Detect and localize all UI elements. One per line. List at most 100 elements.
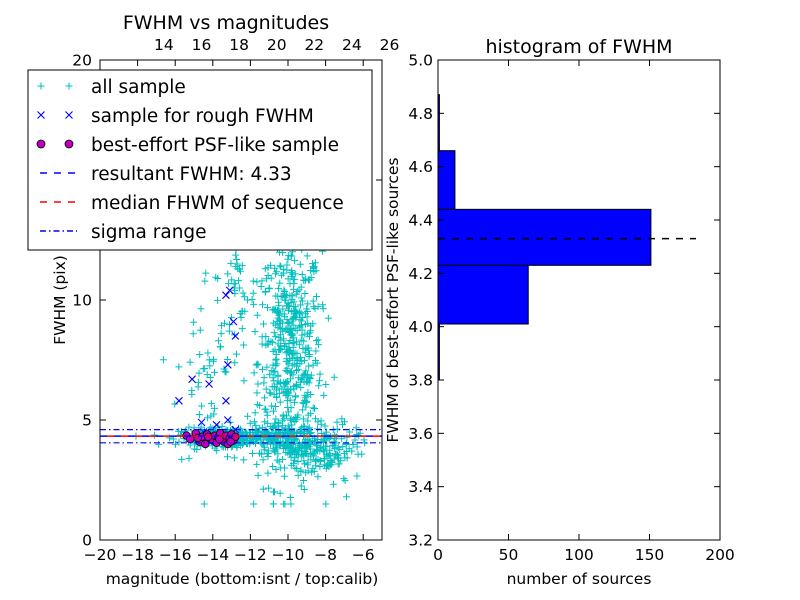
all-sample-point: [237, 314, 245, 322]
legend-plus-marker: [37, 82, 45, 90]
all-sample-point: [319, 305, 327, 313]
all-sample-point: [304, 459, 312, 467]
all-sample-point: [353, 472, 361, 480]
all-sample-point: [267, 389, 275, 397]
all-sample-point: [227, 259, 235, 267]
rough-sample-point: [223, 360, 232, 369]
all-sample-point: [264, 469, 272, 477]
all-sample-point: [352, 424, 360, 432]
all-sample-point: [325, 451, 333, 459]
rough-sample-point: [175, 396, 183, 405]
all-sample-point: [304, 300, 312, 308]
all-sample-point: [244, 412, 252, 420]
all-sample-point: [228, 276, 236, 284]
all-sample-point: [195, 411, 203, 419]
all-sample-point: [286, 329, 294, 337]
all-sample-point: [298, 357, 306, 365]
all-sample-point: [285, 340, 293, 348]
all-sample-point: [298, 313, 306, 321]
all-sample-point: [218, 322, 226, 330]
all-sample-point: [199, 365, 207, 373]
all-sample-point: [271, 333, 279, 341]
all-sample-point: [225, 321, 233, 329]
all-sample-point: [272, 403, 280, 411]
all-sample-point: [299, 451, 307, 459]
rough-sample-point: [225, 286, 234, 295]
all-sample-point: [286, 396, 294, 404]
all-sample-point: [304, 452, 312, 460]
all-sample-point: [282, 367, 290, 375]
all-sample-point: [305, 362, 313, 370]
all-sample-point: [210, 368, 218, 376]
legend-circle-marker-icon: [36, 139, 74, 149]
all-sample-point: [309, 451, 317, 459]
all-sample-point: [273, 268, 281, 276]
all-sample-point: [290, 285, 298, 293]
legend-label: sigma range: [91, 222, 207, 243]
all-sample-point: [265, 484, 273, 492]
top-tick-label: 22: [304, 36, 324, 54]
all-sample-point: [207, 400, 215, 408]
all-sample-point: [271, 264, 279, 272]
all-sample-point: [277, 464, 285, 472]
histogram-title: histogram of FWHM: [485, 36, 672, 58]
all-sample-point: [265, 285, 273, 293]
all-sample-point: [249, 277, 257, 285]
all-sample-point: [277, 293, 285, 301]
all-sample-point: [280, 286, 288, 294]
all-sample-point: [260, 374, 268, 382]
all-sample-point: [315, 382, 323, 390]
all-sample-point: [260, 446, 268, 454]
y-tick-label: 4.4: [408, 212, 433, 230]
all-sample-point: [259, 320, 267, 328]
all-sample-point: [274, 314, 282, 322]
all-sample-point: [322, 380, 330, 388]
all-sample-point: [324, 314, 332, 322]
all-sample-point: [249, 289, 257, 297]
legend-x-marker-icon: [37, 111, 73, 119]
legend-entry-psf-sample: best-effort PSF-like sample: [36, 135, 339, 156]
all-sample-point: [290, 456, 298, 464]
all-sample-point: [298, 271, 306, 279]
all-sample-point: [238, 307, 246, 315]
all-sample-point: [314, 473, 322, 481]
legend-x-marker: [65, 111, 73, 119]
all-sample-point: [240, 377, 248, 385]
all-sample-point: [283, 377, 291, 385]
all-sample-point: [320, 448, 328, 456]
all-sample-point: [287, 404, 295, 412]
all-sample-point: [159, 356, 167, 364]
all-sample-point: [287, 415, 295, 423]
all-sample-point: [206, 362, 214, 370]
all-sample-point: [221, 367, 229, 375]
all-sample-point: [196, 350, 204, 358]
all-sample-point: [309, 297, 317, 305]
all-sample-point: [202, 269, 210, 277]
histogram-bar: [438, 264, 529, 325]
scatter-x-ticks: −20 −18 −16 −14 −12 −10 −8 −6: [84, 60, 375, 564]
all-sample-point: [300, 378, 308, 386]
all-sample-point: [273, 456, 281, 464]
all-sample-point: [339, 443, 347, 451]
all-sample-point: [322, 442, 330, 450]
all-sample-point: [302, 345, 310, 353]
all-sample-point: [272, 292, 280, 300]
all-sample-point: [300, 337, 308, 345]
all-sample-point: [328, 459, 336, 467]
rough-sample-point: [222, 396, 230, 405]
all-sample-point: [284, 349, 292, 357]
x-tick-label: 200: [705, 546, 735, 564]
all-sample-point: [300, 422, 308, 430]
all-sample-point: [275, 389, 283, 397]
all-sample-point: [295, 341, 303, 349]
all-sample-point: [282, 449, 290, 457]
all-sample-point: [296, 260, 304, 268]
all-sample-point: [217, 343, 225, 351]
all-sample-point: [288, 350, 296, 358]
legend-label: best-effort PSF-like sample: [91, 135, 339, 156]
all-sample-point: [253, 389, 261, 397]
all-sample-point: [252, 422, 260, 430]
all-sample-point: [274, 284, 282, 292]
rough-sample-point: [231, 332, 240, 340]
